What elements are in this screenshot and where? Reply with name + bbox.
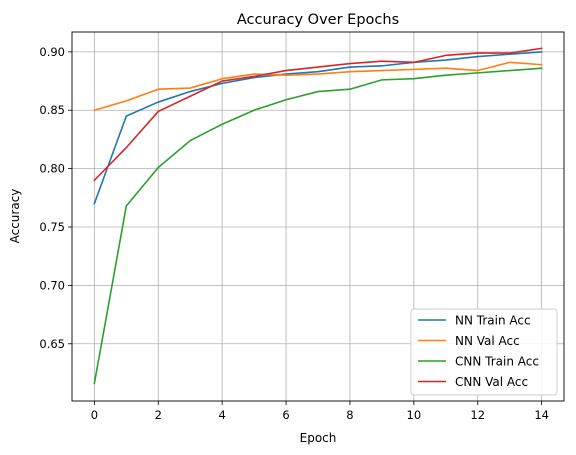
series-line-nn-val-acc bbox=[93, 61, 543, 112]
y-tick-label: 0.75 bbox=[39, 220, 65, 234]
y-tick-label: 0.70 bbox=[39, 278, 65, 292]
axis-ticks: 0 2 4 6 8 10 12 14 0.65 0.70 0.75 0.80 0.85 0.90 bbox=[39, 45, 549, 422]
y-tick-label: 0.85 bbox=[39, 103, 65, 117]
plot-frame bbox=[71, 31, 565, 402]
x-tick-label: 12 bbox=[470, 408, 485, 422]
y-tick-label: 0.65 bbox=[39, 337, 65, 351]
x-axis-label: Epoch bbox=[300, 431, 337, 445]
series-line-cnn-val-acc bbox=[93, 47, 543, 182]
x-tick-label: 6 bbox=[282, 408, 289, 422]
legend-label-nn-val-acc: NN Val Acc bbox=[455, 334, 520, 348]
grid-lines bbox=[72, 32, 564, 401]
legend-label-cnn-val-acc: CNN Val Acc bbox=[455, 375, 528, 389]
legend-box bbox=[410, 308, 558, 396]
chart-title: Accuracy Over Epochs bbox=[237, 12, 399, 28]
x-tick-label: 4 bbox=[218, 408, 225, 422]
series-line-cnn-train-acc bbox=[93, 67, 543, 385]
legend-label-cnn-train-acc: CNN Train Acc bbox=[455, 355, 539, 369]
x-tick-label: 8 bbox=[346, 408, 353, 422]
legend-label-nn-train-acc: NN Train Acc bbox=[455, 314, 531, 328]
y-tick-label: 0.90 bbox=[39, 45, 65, 59]
y-axis-label: Accuracy bbox=[8, 189, 22, 244]
legend: NN Train Acc NN Val Acc CNN Train Acc CNN V… bbox=[410, 308, 558, 396]
x-tick-label: 2 bbox=[155, 408, 162, 422]
x-tick-label: 10 bbox=[407, 408, 422, 422]
x-tick-label: 0 bbox=[91, 408, 98, 422]
series-lines bbox=[93, 47, 543, 385]
series-line-nn-train-acc bbox=[93, 50, 543, 205]
x-tick-label: 14 bbox=[534, 408, 549, 422]
y-tick-label: 0.80 bbox=[39, 162, 65, 176]
